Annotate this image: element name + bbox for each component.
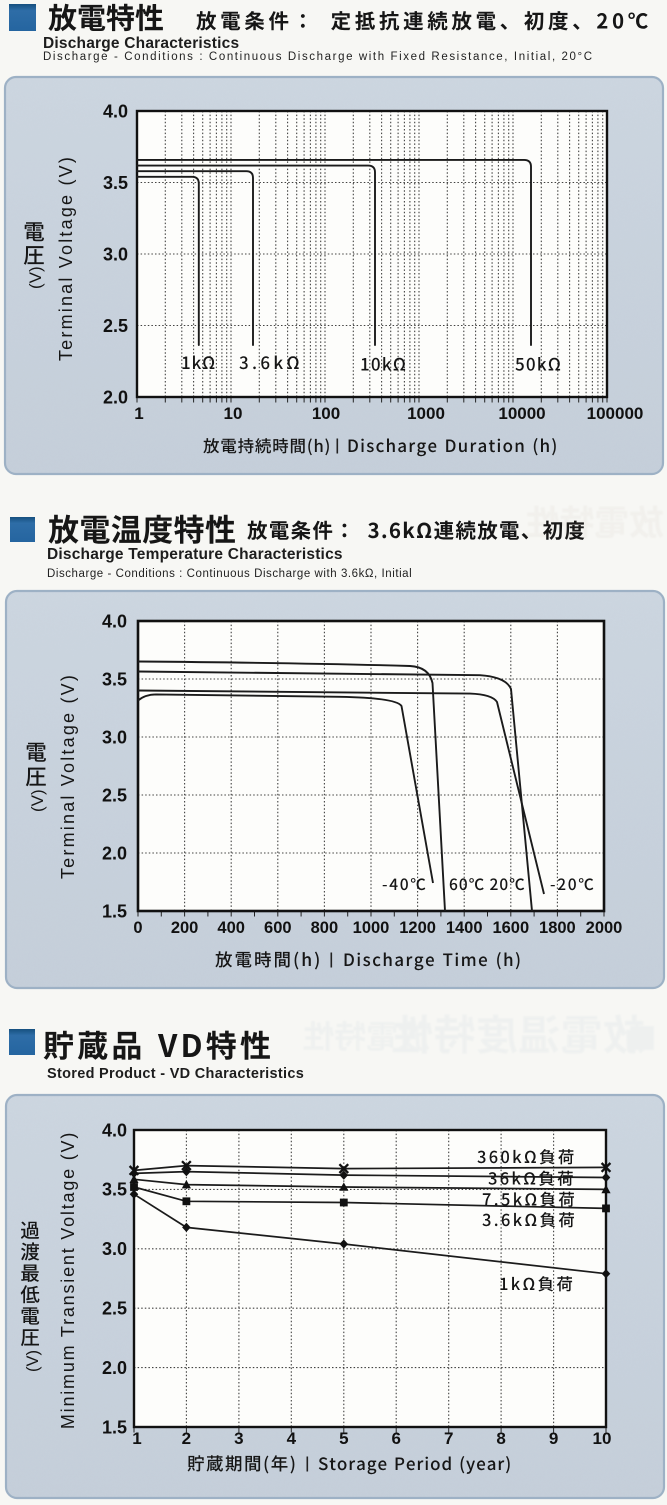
svg-text:2.5: 2.5 <box>102 1299 127 1319</box>
svg-text:1800: 1800 <box>539 919 576 937</box>
svg-text:6: 6 <box>391 1429 400 1448</box>
svg-text:100: 100 <box>312 404 340 423</box>
svg-text:Discharge - Conditions : Cont: Discharge - Conditions : Continuous Disc… <box>47 568 412 580</box>
svg-text:10000: 10000 <box>498 404 545 423</box>
svg-text:9: 9 <box>549 1429 558 1448</box>
svg-text:1200: 1200 <box>399 919 436 937</box>
svg-text:2.0: 2.0 <box>102 1358 127 1378</box>
svg-text:1: 1 <box>134 404 143 423</box>
svg-text:(V): (V) <box>28 789 47 812</box>
svg-text:2.5: 2.5 <box>103 316 128 336</box>
svg-text:4.0: 4.0 <box>103 101 128 121</box>
svg-text:7: 7 <box>444 1429 453 1448</box>
svg-text:Discharge - Conditions : Cont: Discharge - Conditions : Continuous Disc… <box>43 51 594 63</box>
svg-text:3.0: 3.0 <box>103 244 128 264</box>
svg-text:2.0: 2.0 <box>102 843 127 863</box>
svg-text:100000: 100000 <box>587 404 644 423</box>
svg-text:2: 2 <box>182 1429 191 1448</box>
svg-text:1400: 1400 <box>446 919 483 937</box>
svg-text:1.5: 1.5 <box>102 901 127 921</box>
svg-text:4.0: 4.0 <box>102 1120 127 1140</box>
svg-text:(V): (V) <box>24 1350 42 1372</box>
svg-text:4.0: 4.0 <box>102 611 127 631</box>
svg-text:0: 0 <box>133 919 142 937</box>
svg-text:10: 10 <box>224 404 243 423</box>
svg-text:3.0: 3.0 <box>102 727 127 747</box>
svg-text:1000: 1000 <box>407 404 445 423</box>
svg-text:2000: 2000 <box>586 919 623 937</box>
svg-text:400: 400 <box>217 919 245 937</box>
svg-text:2.5: 2.5 <box>102 785 127 805</box>
svg-text:Discharge Temperature Characte: Discharge Temperature Characteristics <box>47 546 343 563</box>
svg-text:3: 3 <box>234 1429 243 1448</box>
svg-text:3.5: 3.5 <box>103 173 128 193</box>
svg-text:10: 10 <box>593 1429 612 1448</box>
svg-text:8: 8 <box>496 1429 505 1448</box>
svg-text:2.0: 2.0 <box>103 387 128 407</box>
svg-text:Terminal Voltage (V): Terminal Voltage (V) <box>58 673 78 879</box>
svg-text:1000: 1000 <box>353 919 390 937</box>
svg-text:Stored Product - VD Characteri: Stored Product - VD Characteristics <box>47 1066 304 1082</box>
svg-text:Discharge Characteristics: Discharge Characteristics <box>43 35 239 52</box>
svg-text:1600: 1600 <box>492 919 529 937</box>
svg-text:600: 600 <box>264 919 292 937</box>
svg-text:3.5: 3.5 <box>102 669 127 689</box>
svg-text:Minimum Transient Voltage (V): Minimum Transient Voltage (V) <box>58 1131 78 1429</box>
svg-text:5: 5 <box>339 1429 348 1448</box>
svg-text:(V): (V) <box>26 266 45 289</box>
svg-text:1.5: 1.5 <box>102 1417 127 1437</box>
svg-text:800: 800 <box>311 919 339 937</box>
svg-text:3.0: 3.0 <box>102 1239 127 1259</box>
svg-text:1: 1 <box>132 1429 141 1448</box>
svg-text:200: 200 <box>171 919 199 937</box>
svg-text:3.5: 3.5 <box>102 1180 127 1200</box>
svg-text:Terminal Voltage (V): Terminal Voltage (V) <box>56 155 76 361</box>
svg-text:4: 4 <box>287 1429 297 1448</box>
